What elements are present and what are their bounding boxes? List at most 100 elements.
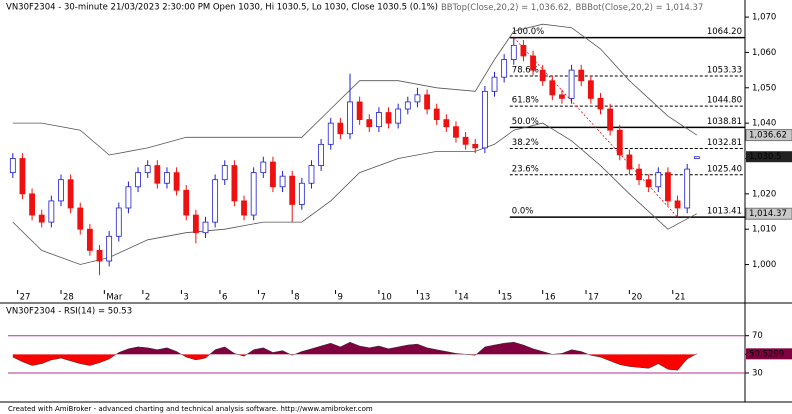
candle-body (424, 94, 430, 110)
rsi-area-below (12, 354, 697, 371)
last-value-label: 1,014.37 (749, 209, 787, 219)
candle-body (106, 235, 113, 262)
candle-body (491, 76, 498, 92)
chart-title: VN30F2304 - 30-minute 21/03/2023 2:30:00… (6, 3, 438, 13)
candle-body (279, 175, 286, 188)
candle-body (607, 108, 614, 131)
rsi-area-above (116, 342, 697, 355)
fib-percent: 38.2% (512, 138, 539, 148)
y-tick-label: 1,040 (752, 119, 776, 129)
candle-body (298, 182, 305, 205)
candle-body (481, 90, 488, 149)
x-tick-label: 2 (145, 293, 150, 303)
fib-percent: 78.6% (512, 66, 539, 76)
fib-percent: 0.0% (512, 207, 534, 217)
x-tick-label: 27 (20, 293, 31, 303)
rsi-title: VN30F2304 - RSI(14) = 50.53 (6, 307, 132, 317)
candle-body (202, 221, 209, 234)
candle-body (578, 69, 585, 82)
band-legend: BBTop(Close,20,2) = 1,036.62, BBBot(Close… (441, 3, 703, 13)
candle-body (674, 200, 681, 209)
candle-body (404, 101, 411, 110)
candle-body (173, 172, 180, 191)
candle-body (144, 165, 151, 174)
x-tick-label: 14 (458, 293, 469, 303)
fib-percent: 61.8% (512, 96, 539, 106)
candle-body (318, 143, 325, 166)
y-tick-label: 1,010 (752, 225, 776, 235)
candle-body (183, 189, 190, 216)
candle-body (414, 94, 421, 103)
candle-body (684, 168, 691, 209)
candle-body (385, 112, 392, 124)
x-tick-label: Mar (106, 293, 123, 303)
candle-body (250, 172, 257, 216)
last-value-box (745, 129, 792, 142)
candle-body (568, 69, 575, 99)
candle-body (472, 143, 479, 149)
candle-body (549, 80, 556, 96)
close-value-box (746, 151, 792, 163)
fib-value: 1013.41 (707, 207, 742, 217)
x-tick-label: 13 (419, 293, 430, 303)
candle-body (125, 186, 132, 209)
candle-body (597, 97, 604, 110)
candle-body (433, 108, 440, 121)
band-legend-entry: BBTop(Close,20,2) = 1,036.62, (441, 3, 572, 13)
candle-body (366, 119, 373, 128)
last-value-label: 1,036.62 (749, 131, 787, 141)
candle-body (443, 119, 450, 128)
candle-body (327, 122, 334, 145)
candle-body (693, 156, 700, 159)
candle-body (29, 193, 35, 216)
candle-body (665, 172, 671, 202)
candle-body (48, 200, 55, 223)
y-tick-label: 1,060 (752, 48, 776, 58)
fib-value: 1053.33 (707, 66, 742, 76)
candle-body (9, 158, 16, 174)
y-tick-label: 1,070 (752, 13, 776, 23)
bollinger-band (12, 122, 697, 265)
candle-body (154, 165, 161, 184)
x-tick-label: 10 (381, 293, 392, 303)
fib-value: 1064.20 (707, 27, 742, 37)
candle-body (510, 44, 517, 60)
candle-body (347, 101, 353, 135)
y-tick-label: 1,000 (752, 260, 776, 270)
candle-body (395, 108, 402, 124)
x-tick-label: 20 (631, 293, 642, 303)
fib-value: 1025.40 (707, 164, 742, 174)
candle-body (530, 55, 536, 71)
candle-body (626, 154, 633, 170)
candle-body (270, 161, 276, 188)
close-value-label: 1,030.5 (749, 152, 781, 162)
fib-value: 1044.80 (707, 96, 742, 106)
x-tick-label: 16 (545, 293, 556, 303)
last-value-box (745, 207, 792, 220)
fib-percent: 50.0% (512, 117, 539, 127)
candle-body (38, 214, 45, 223)
candle-body (115, 207, 122, 237)
candle-body (520, 44, 527, 57)
fib-trend (513, 37, 678, 218)
candle-body (655, 172, 662, 188)
x-tick-label: 7 (260, 293, 265, 303)
candle-body (337, 122, 344, 135)
fib-percent: 23.6% (512, 164, 539, 174)
x-tick-label: 28 (63, 293, 74, 303)
bollinger-band (12, 23, 698, 156)
rsi-line (12, 341, 697, 371)
candle-body (77, 207, 84, 230)
candle-body (212, 179, 219, 223)
candle-body (86, 228, 93, 251)
candle-body (58, 179, 64, 202)
x-tick-label: 21 (675, 293, 686, 303)
fib-value: 1032.81 (707, 138, 742, 148)
candle-body (67, 179, 74, 209)
y-tick-label: 1,050 (752, 83, 776, 93)
x-tick-label: 6 (222, 293, 227, 303)
candle-body (221, 165, 228, 181)
candle-body (636, 168, 642, 181)
